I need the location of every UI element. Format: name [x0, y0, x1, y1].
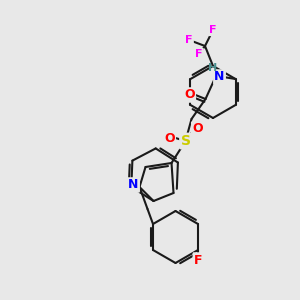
Text: O: O [184, 88, 195, 101]
Text: O: O [192, 122, 203, 136]
Text: S: S [181, 134, 190, 148]
Text: F: F [209, 25, 217, 35]
Text: F: F [195, 49, 203, 59]
Text: N: N [214, 70, 225, 83]
Text: N: N [128, 178, 139, 191]
Text: F: F [185, 35, 193, 45]
Text: O: O [164, 131, 175, 145]
Text: H: H [208, 63, 217, 73]
Text: F: F [194, 254, 202, 266]
